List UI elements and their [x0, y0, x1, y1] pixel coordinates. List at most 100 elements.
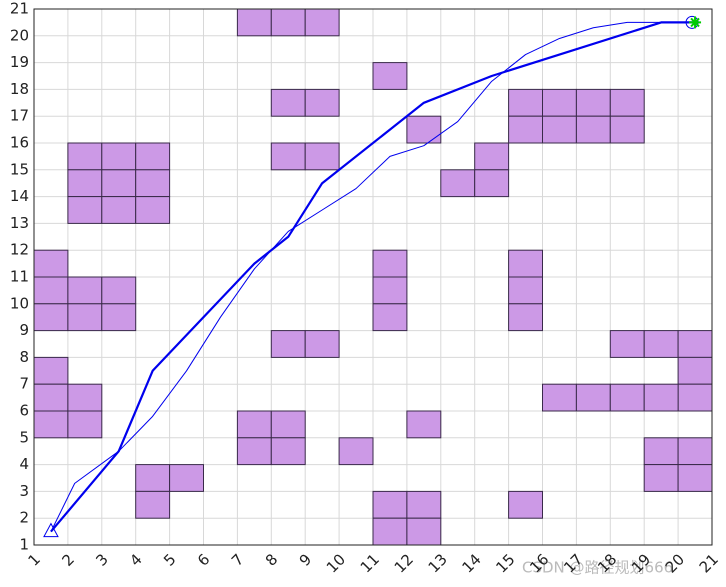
obstacle-cell: [270, 437, 306, 466]
x-tick-label: 6: [194, 550, 213, 569]
obstacle-cell: [33, 383, 69, 412]
y-tick-label: 2: [19, 509, 29, 527]
x-tick-label: 3: [92, 550, 111, 569]
y-tick-label: 10: [10, 294, 29, 312]
y-tick-label: 14: [10, 187, 29, 205]
obstacle-cell: [236, 437, 272, 466]
y-tick-label: 13: [10, 214, 29, 232]
obstacle-cell: [270, 8, 306, 37]
obstacle-cell: [67, 303, 103, 332]
y-tick-label: 20: [10, 26, 29, 44]
y-tick-label: 19: [10, 53, 29, 71]
obstacle-cell: [372, 276, 408, 305]
obstacle-cell: [643, 437, 679, 466]
obstacle-cell: [270, 142, 306, 171]
x-tick-label: 8: [262, 550, 281, 569]
y-tick-label: 6: [19, 402, 29, 420]
obstacle-cell: [135, 490, 171, 519]
obstacle-cell: [677, 383, 713, 412]
obstacle-cell: [406, 490, 442, 519]
y-tick-label: 18: [10, 80, 29, 98]
path-line: [50, 21, 696, 532]
obstacle-cell: [101, 169, 137, 198]
obstacle-cell: [270, 410, 306, 439]
obstacle-cell: [67, 383, 103, 412]
obstacle-cell: [270, 330, 306, 358]
y-tick-label: 21: [10, 0, 29, 18]
x-tick-label: 14: [458, 550, 484, 576]
obstacle-cell: [101, 303, 137, 332]
watermark: CSDN @路径规划666: [522, 559, 673, 577]
x-tick-label: 13: [425, 550, 451, 576]
y-tick-label: 15: [10, 160, 29, 178]
x-tick-label: 9: [296, 550, 315, 569]
obstacle-cell: [677, 330, 713, 358]
obstacle-cell: [169, 464, 205, 492]
obstacle-cell: [677, 356, 713, 385]
x-tick-label: 12: [391, 550, 417, 576]
obstacle-cell: [372, 62, 408, 90]
y-tick-label: 7: [19, 375, 29, 393]
obstacle-cell: [304, 8, 340, 37]
obstacle-cell: [338, 437, 374, 466]
obstacle-cell: [406, 517, 442, 546]
obstacle-cell: [406, 115, 442, 144]
obstacle-cell: [677, 464, 713, 492]
obstacle-cell: [542, 115, 577, 144]
obstacle-cell: [304, 88, 340, 117]
x-tick-label: 11: [357, 550, 383, 576]
plot-frame: [33, 8, 713, 546]
obstacle-cell: [135, 169, 171, 198]
goal-star: [689, 16, 702, 29]
obstacle-cell: [304, 142, 340, 171]
obstacle-cell: [135, 196, 171, 224]
y-tick-label: 9: [19, 321, 29, 339]
y-tick-label: 11: [10, 268, 29, 286]
y-tick-label: 5: [19, 428, 29, 446]
obstacle-cell: [677, 437, 713, 466]
obstacle-cell: [508, 115, 544, 144]
obstacle-cell: [33, 276, 69, 305]
obstacle-cell: [609, 383, 645, 412]
y-tick-label: 4: [19, 455, 29, 473]
obstacle-cell: [609, 330, 645, 358]
obstacle-cell: [643, 464, 679, 492]
obstacle-cell: [67, 196, 103, 224]
obstacle-cell: [575, 88, 611, 117]
obstacle-cell: [372, 303, 408, 332]
x-tick-label: 5: [160, 550, 179, 569]
x-tick-label: 4: [126, 550, 145, 569]
y-tick-label: 1: [19, 536, 29, 554]
x-tick-label: 10: [323, 550, 349, 576]
y-tick-label: 16: [10, 134, 29, 152]
obstacle-cell: [643, 330, 679, 358]
obstacle-cell: [236, 410, 272, 439]
x-tick-label: 2: [58, 550, 77, 569]
obstacle-cell: [542, 383, 577, 412]
obstacle-cell: [372, 249, 408, 278]
path-line: [50, 21, 696, 533]
obstacle-cell: [236, 8, 272, 37]
obstacle-cell: [643, 383, 679, 412]
x-tick-label: 7: [228, 550, 247, 569]
obstacle-cell: [135, 142, 171, 171]
obstacle-cell: [304, 330, 340, 358]
obstacle-cell: [406, 410, 442, 439]
obstacle-cell: [67, 410, 103, 439]
obstacle-cell: [609, 115, 645, 144]
obstacle-cell: [67, 276, 103, 305]
obstacle-cell: [135, 464, 171, 492]
obstacle-cell: [609, 88, 645, 117]
obstacle-cell: [33, 303, 69, 332]
y-tick-label: 12: [10, 241, 29, 259]
obstacle-cell: [474, 142, 510, 171]
obstacle-cell: [101, 276, 137, 305]
y-tick-label: 17: [10, 107, 29, 125]
obstacle-cell: [508, 276, 544, 305]
obstacle-cell: [474, 169, 510, 198]
obstacle-cell: [575, 383, 611, 412]
obstacle-cell: [508, 490, 544, 519]
y-tick-label: 8: [19, 348, 29, 366]
obstacle-cell: [542, 88, 577, 117]
